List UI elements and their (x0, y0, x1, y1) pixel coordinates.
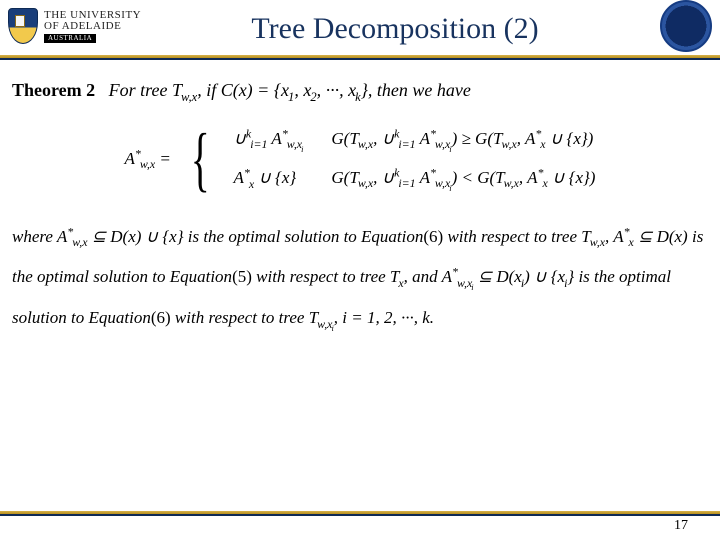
equation-cases: ∪ki=1 A*w,xi G(Tw,x, ∪ki=1 A*w,xi) ≥ G(T… (233, 129, 595, 189)
equation-lhs: A*w,x = (125, 149, 171, 169)
left-brace-icon: { (191, 134, 210, 184)
case1-condition: G(Tw,x, ∪ki=1 A*w,xi) ≥ G(Tw,x, A*x ∪ {x… (331, 129, 595, 150)
uni-line1: THE UNIVERSITY (44, 10, 141, 21)
title-row: Tree Decomposition (2) (150, 12, 640, 46)
uni-line2: OF ADELAIDE (44, 21, 141, 32)
adelaide-shield-icon (8, 8, 38, 44)
theorem-heading: Theorem 2 For tree Tw,x, if C(x) = {x1, … (12, 80, 708, 101)
uni-badge: AUSTRALIA (44, 34, 96, 43)
case1-value: ∪ki=1 A*w,xi (233, 129, 303, 150)
case2-value: A*x ∪ {x} (233, 168, 303, 188)
case2-condition: G(Tw,x, ∪ki=1 A*w,xi) < G(Tw,x, A*x ∪ {x… (331, 168, 595, 189)
footer: 17 (0, 512, 720, 540)
theorem-equation: A*w,x = { ∪ki=1 A*w,xi G(Tw,x, ∪ki=1 A*w… (12, 129, 708, 189)
slide-title: Tree Decomposition (2) (251, 12, 538, 45)
theorem-premise: For tree Tw,x, if C(x) = {x1, x2, ···, x… (109, 80, 471, 100)
theorem-tail: where A*w,x ⊆ D(x) ∪ {x} is the optimal … (12, 217, 708, 339)
divider-blue-top (0, 58, 720, 60)
university-text: THE UNIVERSITY OF ADELAIDE AUSTRALIA (44, 10, 141, 43)
page-number: 17 (674, 518, 688, 534)
theorem-label: Theorem 2 (12, 80, 95, 100)
partner-seal-icon (660, 0, 712, 52)
slide-content: Theorem 2 For tree Tw,x, if C(x) = {x1, … (12, 80, 708, 500)
university-logo-left: THE UNIVERSITY OF ADELAIDE AUSTRALIA (8, 8, 141, 44)
divider-blue-bottom (0, 514, 720, 516)
